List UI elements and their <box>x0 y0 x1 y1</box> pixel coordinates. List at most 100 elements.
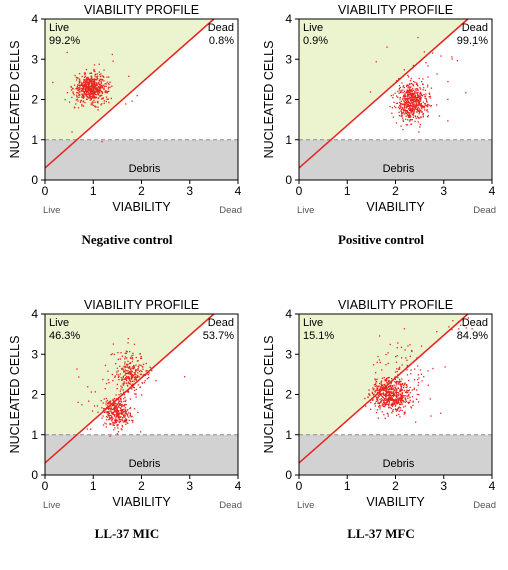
scatter-point <box>388 401 391 403</box>
scatter-point <box>118 414 120 416</box>
scatter-point <box>105 100 107 103</box>
scatter-point <box>123 394 125 396</box>
scatter-point <box>419 99 421 101</box>
scatter-point <box>126 409 128 411</box>
scatter-point <box>427 105 429 108</box>
scatter-point <box>392 404 395 406</box>
scatter-point <box>400 108 403 111</box>
scatter-point <box>116 404 118 407</box>
live-region <box>45 314 214 435</box>
scatter-point <box>90 104 92 106</box>
scatter-point <box>86 81 88 83</box>
scatter-point <box>391 392 393 395</box>
scatter-point <box>82 89 84 91</box>
scatter-point <box>425 93 427 95</box>
scatter-point <box>403 383 405 385</box>
scatter-point <box>123 400 125 402</box>
x-live-corner-label: Live <box>297 500 314 511</box>
scatter-point <box>380 394 382 396</box>
scatter-point <box>85 80 87 82</box>
scatter-point <box>394 402 396 404</box>
scatter-point <box>411 99 413 101</box>
x-live-corner-label: Live <box>43 500 60 511</box>
scatter-point <box>120 416 122 418</box>
scatter-point <box>131 378 133 380</box>
scatter-point <box>404 109 406 111</box>
scatter-point <box>412 96 414 99</box>
scatter-point <box>115 420 117 422</box>
scatter-point <box>401 115 403 117</box>
scatter-point <box>82 95 85 97</box>
scatter-point <box>86 91 88 94</box>
scatter-point <box>404 101 406 104</box>
scatter-point <box>94 85 96 87</box>
scatter-point <box>121 429 123 431</box>
scatter-point <box>400 102 402 105</box>
scatter-point <box>405 102 407 104</box>
scatter-point <box>399 102 402 105</box>
scatter-point <box>407 402 410 404</box>
scatter-point <box>127 366 129 369</box>
scatter-point <box>412 103 414 106</box>
scatter-point <box>80 100 82 102</box>
scatter-point <box>389 392 391 394</box>
scatter-point <box>417 365 419 367</box>
scatter-point <box>124 420 126 423</box>
scatter-point <box>106 81 108 83</box>
scatter-point <box>412 107 414 109</box>
scatter-point <box>105 96 108 98</box>
scatter-point <box>396 95 398 97</box>
scatter-point <box>419 108 421 110</box>
scatter-point <box>375 382 377 384</box>
scatter-point <box>77 88 79 90</box>
scatter-point <box>428 96 430 98</box>
scatter-point <box>405 91 407 93</box>
scatter-point <box>102 79 104 81</box>
scatter-point <box>103 398 105 400</box>
scatter-point <box>376 398 378 400</box>
scatter-point <box>419 110 421 112</box>
scatter-point <box>412 97 414 99</box>
scatter-point <box>102 378 104 381</box>
scatter-point <box>392 408 394 411</box>
scatter-point <box>388 380 390 382</box>
scatter-point <box>111 413 113 415</box>
scatter-point <box>395 395 397 397</box>
scatter-point <box>135 396 137 398</box>
scatter-point <box>129 366 131 368</box>
scatter-point <box>405 386 407 389</box>
scatter-point <box>112 417 114 419</box>
scatter-point <box>427 111 429 113</box>
scatter-point <box>377 397 379 399</box>
scatter-point <box>418 103 420 105</box>
scatter-point <box>408 102 410 104</box>
scatter-point <box>94 92 96 94</box>
scatter-point <box>119 412 121 414</box>
scatter-point <box>404 405 407 407</box>
scatter-point <box>432 52 434 54</box>
scatter-point <box>419 124 421 126</box>
scatter-point <box>420 111 423 113</box>
scatter-point <box>87 92 89 94</box>
scatter-point <box>375 411 378 414</box>
panel-positive-control: 0 1 2 3 4 0 1 2 3 4 VIABILITY PROFILE VIABILITY NUCL… <box>254 0 508 275</box>
debris-region <box>45 434 238 475</box>
scatter-point <box>66 51 68 54</box>
scatter-point <box>391 398 393 400</box>
scatter-point <box>100 78 102 80</box>
scatter-point <box>126 418 128 421</box>
scatter-point <box>133 374 135 377</box>
scatter-point <box>129 412 131 414</box>
scatter-point <box>90 98 92 101</box>
scatter-point <box>409 119 412 121</box>
scatter-point <box>97 94 100 96</box>
scatter-point <box>408 395 410 397</box>
scatter-point <box>96 75 99 77</box>
scatter-point <box>114 408 116 410</box>
scatter-point <box>376 409 379 411</box>
scatter-point <box>427 103 429 106</box>
scatter-point <box>135 379 137 381</box>
scatter-point <box>81 87 83 89</box>
scatter-point <box>418 109 420 111</box>
scatter-point <box>72 91 74 93</box>
